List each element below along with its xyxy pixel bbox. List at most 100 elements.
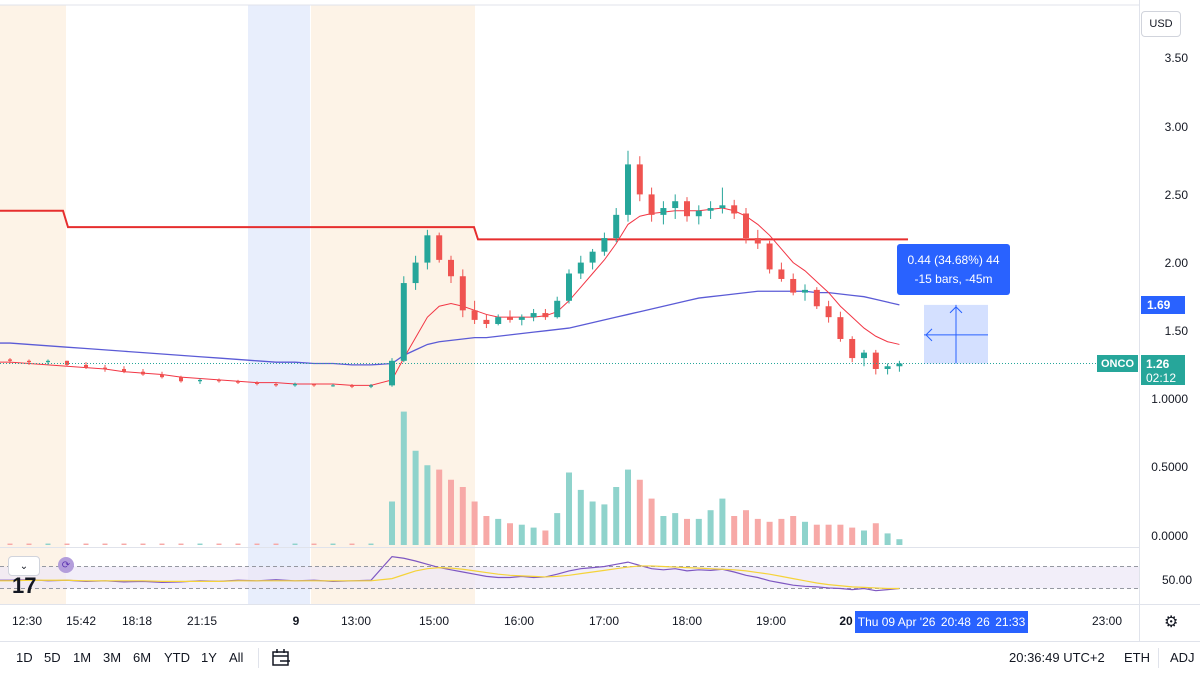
candle-body bbox=[369, 385, 373, 387]
volume-bar bbox=[471, 501, 478, 545]
timeframe-all[interactable]: All bbox=[229, 650, 244, 665]
crosshair-price-tag: 1.69 bbox=[1141, 296, 1185, 314]
timeframe-6m[interactable]: 6M bbox=[133, 650, 152, 665]
sync-icon[interactable]: ⟳ bbox=[58, 557, 74, 573]
adjustment-toggle[interactable]: ADJ bbox=[1170, 650, 1195, 665]
volume-bar bbox=[436, 469, 443, 545]
candle-body bbox=[293, 383, 297, 386]
volume-bar bbox=[448, 479, 454, 545]
x-tick: 21:15 bbox=[186, 614, 218, 628]
range-end-time: 21:33 bbox=[995, 615, 1026, 629]
timeframe-1y[interactable]: 1Y bbox=[201, 650, 217, 665]
rsi-tick: 50.00 bbox=[1161, 573, 1192, 587]
last-price-value: 1.26 bbox=[1146, 357, 1170, 371]
volume-bar bbox=[577, 489, 584, 545]
volume-bar bbox=[896, 539, 903, 545]
range-end-label: 26 bbox=[976, 615, 990, 629]
volume-bar bbox=[636, 479, 643, 545]
y-tick: 0.0000 bbox=[1151, 529, 1188, 543]
session-toggle[interactable]: ETH bbox=[1124, 650, 1150, 665]
y-tick: 2.00 bbox=[1164, 256, 1188, 270]
volume-bar bbox=[273, 543, 279, 545]
volume-bar bbox=[589, 501, 596, 545]
volume-bar bbox=[197, 543, 203, 545]
pane-divider[interactable] bbox=[0, 547, 1140, 548]
bar-countdown: 02:12 bbox=[1146, 371, 1177, 385]
volume-bar bbox=[849, 527, 856, 545]
volume-bar bbox=[648, 498, 655, 545]
x-tick: 18:00 bbox=[671, 614, 703, 628]
volume-bar bbox=[766, 521, 773, 545]
price-chart[interactable] bbox=[0, 0, 1140, 642]
x-tick: 12:30 bbox=[11, 614, 43, 628]
x-tick: 20 bbox=[839, 614, 853, 628]
x-tick: 18:18 bbox=[121, 614, 153, 628]
candle-body bbox=[754, 238, 761, 244]
volume-bar bbox=[254, 543, 260, 545]
volume-bar bbox=[790, 516, 797, 545]
volume-bar bbox=[400, 411, 407, 545]
candle-body bbox=[471, 310, 478, 320]
candle-body bbox=[684, 201, 690, 217]
premarket-session-bg bbox=[0, 5, 66, 604]
candle-body bbox=[389, 360, 395, 386]
volume-bar bbox=[778, 518, 785, 545]
candle-body bbox=[179, 377, 183, 382]
candle-body bbox=[636, 164, 643, 195]
timeframe-3m[interactable]: 3M bbox=[103, 650, 122, 665]
candle-body bbox=[790, 278, 797, 293]
volume-bar bbox=[825, 524, 832, 545]
volume-bar bbox=[743, 510, 749, 545]
candle-body bbox=[813, 289, 820, 307]
timeframe-1m[interactable]: 1M bbox=[73, 650, 92, 665]
postmarket-session-bg bbox=[248, 5, 310, 604]
candle-body bbox=[424, 235, 431, 263]
y-tick: 0.5000 bbox=[1151, 460, 1188, 474]
timeframe-1d[interactable]: 1D bbox=[16, 650, 33, 665]
clock-readout[interactable]: 20:36:49 UTC+2 bbox=[1009, 650, 1105, 665]
candle-body bbox=[507, 317, 513, 320]
bottom-bar-divider bbox=[0, 641, 1200, 642]
rsi-ma-line bbox=[0, 565, 900, 590]
time-scale-divider bbox=[0, 604, 1200, 605]
candle-body bbox=[625, 164, 631, 215]
candle-body bbox=[141, 371, 145, 375]
candle-body bbox=[849, 338, 856, 359]
volume-bar bbox=[507, 523, 513, 545]
volume-bar bbox=[660, 516, 667, 545]
volume-bar bbox=[45, 543, 51, 545]
volume-bar bbox=[483, 516, 490, 545]
y-tick: 3.00 bbox=[1164, 120, 1188, 134]
crosshair-date: Thu 09 Apr '26 bbox=[857, 615, 936, 629]
candle-body bbox=[731, 205, 738, 214]
calendar-icon[interactable] bbox=[270, 647, 292, 669]
chevron-down-icon[interactable]: ⌄ bbox=[8, 556, 40, 576]
volume-bar bbox=[518, 524, 525, 545]
timeframe-5d[interactable]: 5D bbox=[44, 650, 61, 665]
gear-icon[interactable]: ⚙ bbox=[1164, 614, 1179, 631]
candle-body bbox=[350, 385, 354, 387]
candle-body bbox=[766, 243, 773, 270]
candle-body bbox=[613, 214, 620, 239]
candle-body bbox=[672, 201, 679, 209]
measure-change: 0.44 (34.68%) 44 bbox=[907, 252, 1000, 267]
volume-bar bbox=[754, 518, 761, 545]
symbol-label: ONCO bbox=[1097, 355, 1138, 372]
candle-body bbox=[436, 235, 443, 260]
volume-bar bbox=[330, 543, 336, 545]
volume-bar bbox=[731, 516, 738, 545]
rsi-band bbox=[0, 566, 1140, 589]
timeframe-ytd[interactable]: YTD bbox=[164, 650, 190, 665]
candle-body bbox=[103, 367, 107, 369]
x-tick: 17:00 bbox=[588, 614, 620, 628]
candle-body bbox=[255, 382, 259, 384]
candle-body bbox=[695, 210, 702, 217]
currency-selector[interactable]: USD bbox=[1141, 11, 1181, 37]
volume-bar bbox=[216, 543, 222, 545]
candle-body bbox=[837, 317, 844, 339]
x-tick: 15:42 bbox=[65, 614, 97, 628]
volume-bar bbox=[389, 501, 395, 545]
tradingview-logo[interactable]: 17 bbox=[12, 573, 37, 598]
candle-body bbox=[236, 381, 240, 383]
candle-body bbox=[554, 300, 561, 318]
